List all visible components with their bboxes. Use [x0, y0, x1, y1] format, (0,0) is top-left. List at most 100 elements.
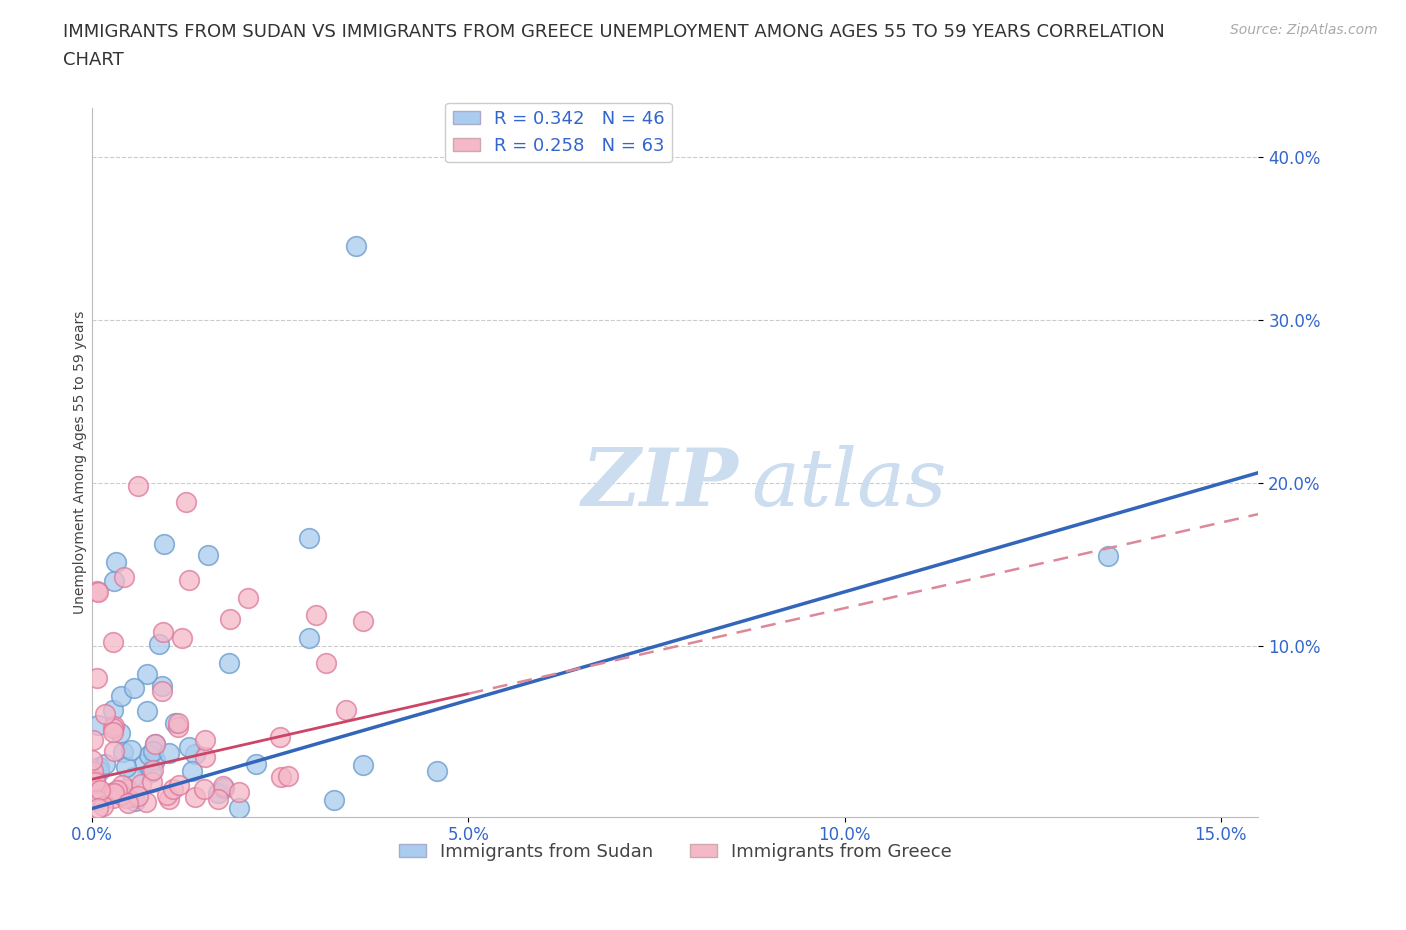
Point [162, 782, 184, 797]
Point [142, 763, 165, 777]
Point [143, 737, 166, 751]
Point [100, 786, 122, 801]
Point [124, 793, 146, 808]
Point [152, 624, 174, 639]
Point [352, 757, 374, 772]
Point [117, 781, 139, 796]
Point [315, 655, 337, 670]
Point [110, 688, 132, 703]
Point [121, 742, 143, 757]
Point [236, 591, 259, 605]
Point [127, 789, 149, 804]
Point [101, 703, 124, 718]
Point [101, 634, 124, 649]
Point [122, 790, 145, 804]
Point [270, 770, 292, 785]
Point [218, 656, 240, 671]
Point [322, 792, 344, 807]
Point [103, 785, 125, 800]
Point [181, 764, 204, 778]
Point [150, 679, 173, 694]
Point [82, 752, 104, 767]
Point [86, 792, 108, 807]
Point [82, 732, 104, 747]
Point [193, 781, 215, 796]
Point [108, 783, 131, 798]
Point [194, 733, 217, 748]
Point [269, 730, 291, 745]
Point [177, 572, 200, 587]
Point [101, 790, 124, 805]
Point [184, 746, 207, 761]
Point [103, 719, 125, 734]
Point [93, 799, 115, 814]
Point [122, 680, 145, 695]
Point [142, 743, 165, 758]
Point [127, 479, 149, 494]
Point [214, 780, 236, 795]
Point [177, 739, 200, 754]
Point [86, 671, 108, 685]
Point [110, 725, 132, 740]
Point [228, 801, 250, 816]
Point [122, 770, 145, 785]
Point [143, 753, 166, 768]
Text: atlas: atlas [751, 445, 946, 523]
Text: IMMIGRANTS FROM SUDAN VS IMMIGRANTS FROM GREECE UNEMPLOYMENT AMONG AGES 55 TO 59: IMMIGRANTS FROM SUDAN VS IMMIGRANTS FROM… [63, 23, 1166, 41]
Point [148, 636, 170, 651]
Point [103, 721, 125, 736]
Point [112, 570, 135, 585]
Y-axis label: Unemployment Among Ages 55 to 59 years: Unemployment Among Ages 55 to 59 years [73, 311, 87, 614]
Point [194, 750, 217, 764]
Point [197, 548, 219, 563]
Point [103, 574, 125, 589]
Point [87, 584, 110, 599]
Point [207, 786, 229, 801]
Point [138, 748, 160, 763]
Point [82, 764, 104, 778]
Point [167, 720, 190, 735]
Point [344, 239, 367, 254]
Point [114, 791, 136, 806]
Point [352, 613, 374, 628]
Point [170, 631, 193, 645]
Point [163, 716, 186, 731]
Point [145, 737, 167, 751]
Point [157, 791, 180, 806]
Point [1097, 549, 1119, 564]
Point [245, 757, 267, 772]
Point [103, 725, 125, 740]
Point [86, 584, 108, 599]
Point [426, 764, 449, 778]
Point [115, 760, 138, 775]
Point [305, 607, 328, 622]
Point [103, 744, 125, 759]
Point [150, 684, 173, 698]
Point [104, 554, 127, 569]
Point [111, 777, 134, 792]
Point [298, 531, 321, 546]
Point [105, 782, 128, 797]
Point [93, 707, 115, 722]
Point [156, 788, 179, 803]
Point [83, 777, 105, 791]
Point [184, 790, 207, 804]
Point [207, 791, 229, 806]
Point [157, 746, 180, 761]
Point [87, 764, 110, 778]
Text: CHART: CHART [63, 51, 124, 69]
Point [89, 782, 111, 797]
Point [89, 760, 111, 775]
Point [298, 631, 321, 645]
Text: Source: ZipAtlas.com: Source: ZipAtlas.com [1230, 23, 1378, 37]
Point [135, 794, 157, 809]
Point [87, 718, 110, 733]
Point [212, 778, 235, 793]
Point [139, 764, 162, 779]
Point [228, 785, 250, 800]
Point [94, 756, 117, 771]
Point [335, 703, 357, 718]
Point [174, 495, 197, 510]
Point [111, 744, 134, 759]
Point [141, 775, 163, 790]
